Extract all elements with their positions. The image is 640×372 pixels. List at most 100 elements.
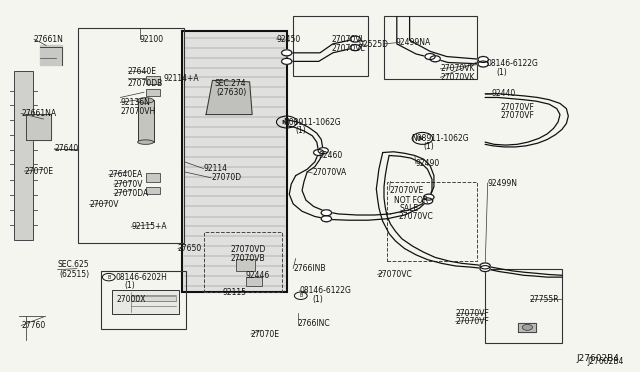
Circle shape (350, 36, 360, 42)
Text: 92114+A: 92114+A (163, 74, 199, 83)
Text: N: N (417, 136, 422, 141)
Text: (1): (1) (496, 68, 507, 77)
Text: 92446: 92446 (245, 271, 269, 280)
Text: J27602B4: J27602B4 (577, 354, 620, 363)
Bar (384, 16, 477, 79)
Circle shape (318, 148, 328, 154)
Circle shape (480, 266, 490, 272)
Bar (131, 296, 176, 301)
Text: 27640EA: 27640EA (109, 170, 143, 179)
Text: 92115: 92115 (223, 288, 246, 296)
Ellipse shape (138, 140, 154, 144)
Text: 2766INB: 2766INB (293, 264, 326, 273)
Text: 27070VL: 27070VL (332, 35, 365, 44)
Text: B: B (299, 293, 303, 298)
Text: 27661N: 27661N (34, 35, 64, 44)
Text: 27070VA: 27070VA (312, 169, 347, 177)
Text: 92460: 92460 (319, 151, 343, 160)
Text: 27650: 27650 (178, 244, 202, 253)
Bar (146, 76, 160, 84)
Bar (146, 187, 160, 194)
Text: 27070V: 27070V (90, 200, 119, 209)
Circle shape (522, 324, 532, 330)
Text: B: B (107, 275, 111, 280)
Text: 92136N: 92136N (120, 98, 150, 107)
Text: N08911-1062G: N08911-1062G (411, 134, 468, 143)
Circle shape (480, 263, 490, 269)
Text: (1): (1) (296, 126, 307, 135)
Text: SEC.274: SEC.274 (214, 79, 246, 88)
Bar (101, 271, 186, 329)
Circle shape (424, 194, 434, 200)
Text: 27070VH: 27070VH (120, 107, 156, 116)
Text: 08146-6122G: 08146-6122G (486, 60, 538, 68)
Text: (1): (1) (312, 295, 323, 304)
Bar (138, 100, 154, 142)
Text: 27070VD: 27070VD (230, 245, 266, 254)
Text: 92499N: 92499N (488, 179, 518, 187)
Text: 92114: 92114 (204, 164, 228, 173)
Circle shape (314, 150, 324, 155)
Text: 92115+A: 92115+A (131, 222, 167, 231)
Text: 27070DA: 27070DA (114, 189, 149, 198)
Circle shape (321, 210, 332, 216)
Circle shape (321, 216, 332, 222)
Text: 27070VF: 27070VF (456, 309, 490, 318)
Bar (293, 16, 368, 76)
Bar (246, 277, 262, 286)
Bar (14, 71, 33, 240)
Text: 27070VF: 27070VF (500, 111, 534, 120)
Polygon shape (206, 80, 252, 115)
Circle shape (478, 61, 488, 67)
Polygon shape (518, 323, 536, 332)
Circle shape (425, 54, 435, 60)
Text: (1): (1) (424, 142, 435, 151)
Circle shape (314, 150, 324, 155)
Text: 27070D: 27070D (211, 173, 241, 182)
Circle shape (480, 266, 490, 272)
Text: 27070VC: 27070VC (378, 270, 412, 279)
Text: 27070VF: 27070VF (456, 317, 490, 326)
Text: 27070VB: 27070VB (230, 254, 265, 263)
Text: 27640: 27640 (54, 144, 79, 153)
Bar (236, 259, 255, 271)
Text: 27070VL: 27070VL (332, 44, 365, 53)
Text: 27070E: 27070E (24, 167, 53, 176)
Text: N08911-1062G: N08911-1062G (283, 118, 340, 126)
Circle shape (282, 50, 292, 56)
Circle shape (480, 263, 490, 269)
Circle shape (430, 56, 440, 62)
Text: (62515): (62515) (59, 270, 89, 279)
Circle shape (478, 57, 488, 62)
Text: 27070DB: 27070DB (128, 79, 163, 88)
Text: 27070VE: 27070VE (389, 186, 424, 195)
Text: 92440: 92440 (492, 89, 516, 98)
Circle shape (478, 57, 488, 62)
Text: SEC.625: SEC.625 (58, 260, 89, 269)
Circle shape (425, 54, 435, 60)
Circle shape (430, 56, 440, 62)
Circle shape (424, 194, 434, 200)
Text: 27070V: 27070V (114, 180, 143, 189)
Circle shape (321, 210, 332, 216)
Circle shape (350, 45, 360, 51)
Text: 27070E: 27070E (251, 330, 280, 339)
Text: 27760: 27760 (21, 321, 45, 330)
Text: (27630): (27630) (216, 88, 246, 97)
Polygon shape (40, 45, 62, 65)
Circle shape (282, 58, 292, 64)
Text: 2766INC: 2766INC (298, 319, 330, 328)
Text: 92499NA: 92499NA (396, 38, 431, 47)
Text: NOT FOR: NOT FOR (394, 196, 428, 205)
Text: 27755R: 27755R (530, 295, 559, 304)
Text: 92525D: 92525D (358, 40, 388, 49)
Text: 27640E: 27640E (128, 67, 157, 76)
Bar (204, 232, 282, 292)
Bar (78, 28, 184, 243)
Circle shape (282, 58, 292, 64)
Text: 27070VF: 27070VF (500, 103, 534, 112)
Text: 92490: 92490 (416, 159, 440, 168)
Circle shape (422, 198, 433, 204)
Text: 27070VK: 27070VK (440, 64, 475, 73)
Text: 08146-6122G: 08146-6122G (300, 286, 351, 295)
